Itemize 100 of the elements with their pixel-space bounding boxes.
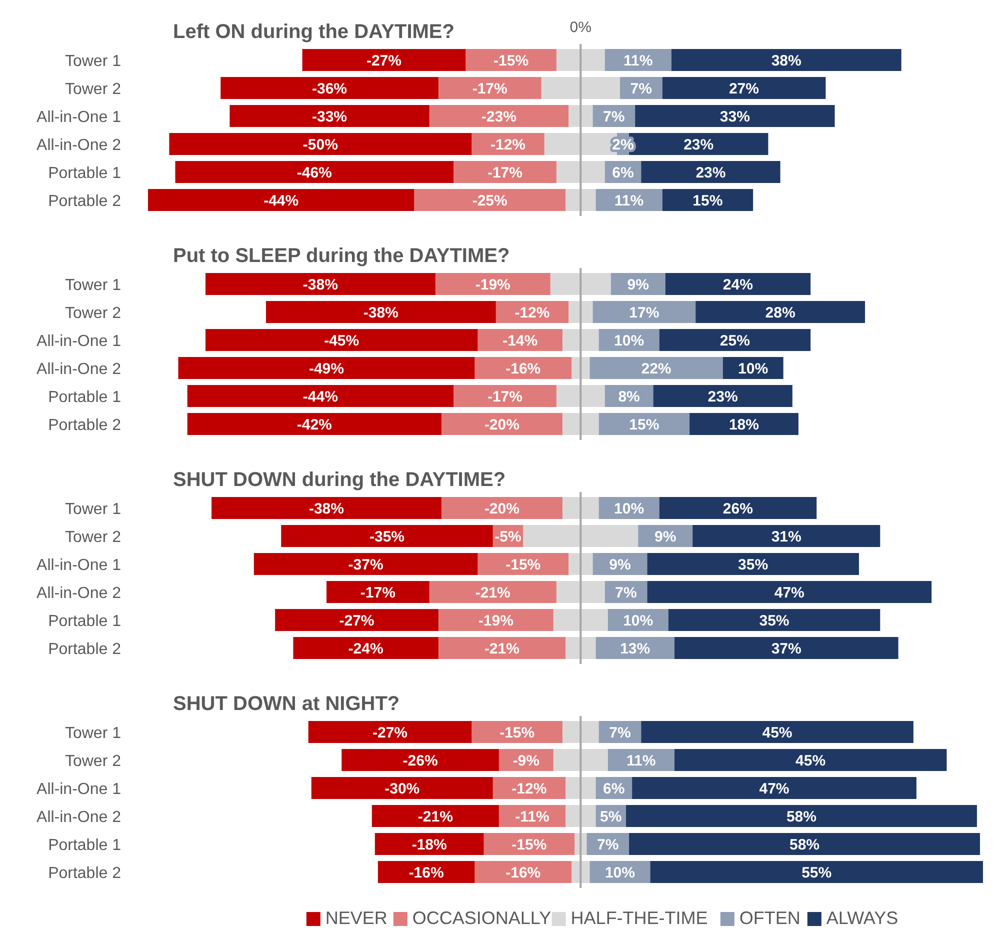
data-label: -23% <box>481 108 516 126</box>
data-label: -21% <box>484 640 520 658</box>
bar <box>562 413 581 435</box>
y-tick-label: All-in-One 2 <box>36 361 122 378</box>
data-label: -36% <box>312 80 348 98</box>
bar <box>562 497 581 519</box>
bar <box>472 721 562 743</box>
bar <box>641 161 780 183</box>
bar <box>562 721 581 743</box>
bar <box>302 49 466 71</box>
data-label: -11% <box>515 808 550 826</box>
y-tick-label: Portable 2 <box>48 641 122 658</box>
data-label: -16% <box>506 360 541 378</box>
bar <box>544 133 581 155</box>
data-label: 55% <box>802 864 832 882</box>
data-label: 23% <box>696 164 726 182</box>
data-label: 35% <box>738 556 768 574</box>
data-label: -15% <box>500 724 535 742</box>
bar <box>580 609 608 631</box>
bar <box>629 833 980 855</box>
bar <box>266 301 496 323</box>
bar <box>454 161 556 183</box>
y-tick-label: All-in-One 2 <box>36 585 122 602</box>
bar <box>580 553 593 575</box>
data-label: -17% <box>487 388 523 406</box>
data-label: -15% <box>506 556 541 574</box>
y-tick-label: All-in-One 1 <box>36 109 122 126</box>
bar <box>568 301 581 323</box>
legend-label: ALWAYS <box>826 908 898 928</box>
data-label: -44% <box>302 388 338 406</box>
bar <box>662 77 826 99</box>
bar <box>580 805 596 827</box>
data-label: 9% <box>609 556 631 574</box>
data-label: -46% <box>296 164 332 182</box>
data-label: -33% <box>312 108 348 126</box>
bar <box>429 105 569 127</box>
data-label: 6% <box>612 164 634 182</box>
data-label: -44% <box>264 192 299 210</box>
y-tick-label: Tower 1 <box>64 725 122 742</box>
data-label: 22% <box>641 360 672 378</box>
data-label: -25% <box>472 192 508 210</box>
bar <box>562 329 581 351</box>
bar <box>674 749 947 771</box>
data-label: -19% <box>478 612 514 630</box>
bar <box>580 189 596 211</box>
bar <box>293 637 438 659</box>
bar <box>653 385 792 407</box>
legend-label: HALF-THE-TIME <box>570 908 708 928</box>
bar <box>580 301 593 323</box>
bar <box>553 609 581 631</box>
bar <box>374 833 484 855</box>
bar <box>484 833 575 855</box>
data-label: 23% <box>708 388 738 406</box>
data-label: 9% <box>627 276 649 294</box>
data-label: -9% <box>512 752 540 770</box>
bar <box>148 189 414 211</box>
bar <box>690 413 798 435</box>
bar <box>662 189 754 211</box>
bar <box>566 805 581 827</box>
data-label: 10% <box>614 332 644 350</box>
bar <box>281 525 493 547</box>
data-label: -42% <box>296 416 332 434</box>
bar <box>580 105 593 127</box>
bar <box>435 273 550 295</box>
bar <box>566 777 581 799</box>
bar <box>429 581 556 603</box>
y-tick-label: Tower 2 <box>64 529 122 546</box>
data-label: 15% <box>692 192 723 210</box>
data-label: -21% <box>475 584 510 602</box>
bar <box>566 189 581 211</box>
data-label: 27% <box>728 80 760 98</box>
bar <box>580 777 596 799</box>
bar <box>556 49 581 71</box>
bar <box>580 749 608 771</box>
bar <box>169 133 472 155</box>
bar <box>220 77 438 99</box>
data-label: 24% <box>722 276 753 294</box>
data-label: -20% <box>484 416 520 434</box>
y-tick-label: Portable 1 <box>48 165 122 182</box>
y-tick-label: Portable 2 <box>48 193 122 210</box>
bar <box>632 777 916 799</box>
data-label: 23% <box>684 136 714 154</box>
data-label: -12% <box>514 304 550 322</box>
data-label: 7% <box>630 80 652 98</box>
bar <box>580 161 605 183</box>
data-label: 7% <box>603 108 625 126</box>
y-tick-label: Tower 1 <box>64 53 122 70</box>
data-label: -17% <box>360 584 396 602</box>
data-label: -35% <box>369 528 405 546</box>
bar <box>580 413 599 435</box>
data-label: -17% <box>472 80 508 98</box>
data-label: -45% <box>324 332 360 350</box>
data-label: -26% <box>402 752 438 770</box>
data-label: -15% <box>494 52 529 70</box>
data-label: 11% <box>624 52 653 70</box>
bar <box>596 637 674 659</box>
bar <box>326 581 430 603</box>
bar <box>696 301 866 323</box>
data-label: 10% <box>614 500 644 518</box>
bar <box>647 553 859 575</box>
